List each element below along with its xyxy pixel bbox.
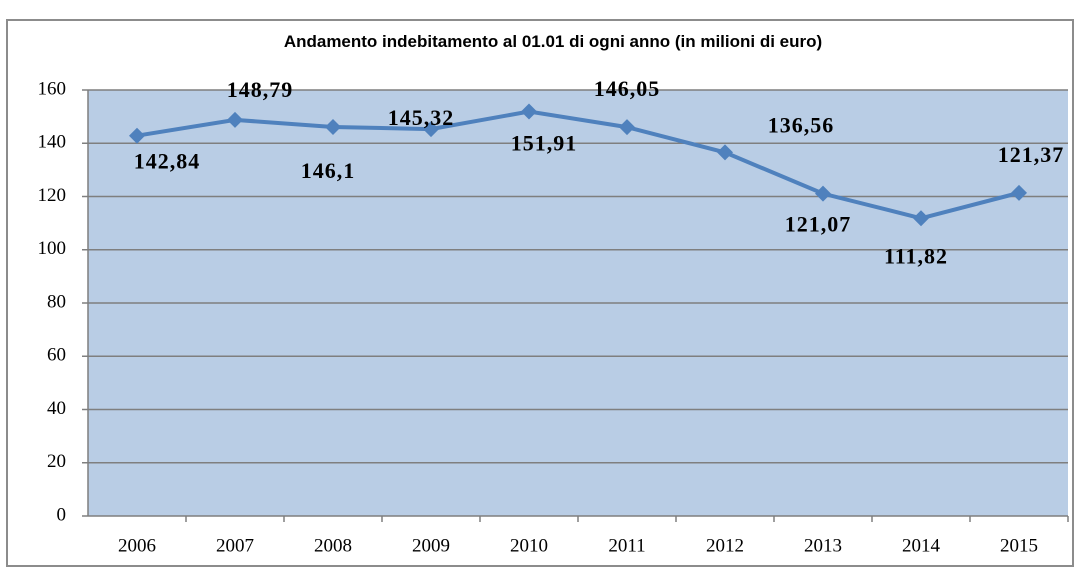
data-label: 136,56 <box>768 112 835 137</box>
point-marker <box>619 119 635 136</box>
point-marker <box>423 121 439 138</box>
chart-title: Andamento indebitamento al 01.01 di ogni… <box>284 32 822 51</box>
y-tick-label: 60 <box>47 345 66 366</box>
point-marker <box>325 119 341 136</box>
data-label: 148,79 <box>227 77 294 102</box>
y-tick-label: 40 <box>47 398 66 419</box>
data-label: 121,37 <box>998 142 1065 167</box>
data-label: 142,84 <box>134 149 201 174</box>
x-tick-label: 2009 <box>412 535 450 556</box>
y-tick-label: 0 <box>57 504 67 525</box>
point-marker <box>1011 184 1027 201</box>
data-label: 146,05 <box>594 76 661 101</box>
y-tick-label: 80 <box>47 291 66 312</box>
point-marker <box>717 144 733 161</box>
point-marker <box>913 210 929 227</box>
y-tick-label: 120 <box>38 185 67 206</box>
x-tick-label: 2012 <box>706 535 744 556</box>
x-tick-label: 2007 <box>216 535 254 556</box>
x-tick-label: 2006 <box>118 535 156 556</box>
series-line <box>136 109 1020 221</box>
y-tick-label: 100 <box>38 238 67 259</box>
x-tick-label: 2010 <box>510 535 548 556</box>
x-tick-label: 2011 <box>608 535 645 556</box>
y-tick-label: 20 <box>47 451 66 472</box>
point-marker <box>815 185 831 202</box>
data-label: 145,32 <box>388 105 455 130</box>
point-marker <box>227 111 243 128</box>
data-label: 111,82 <box>884 243 948 268</box>
point-marker <box>129 127 145 144</box>
x-tick-label: 2013 <box>804 535 842 556</box>
data-label: 121,07 <box>785 212 852 237</box>
y-tick-label: 140 <box>38 132 67 153</box>
y-tick-label: 160 <box>38 78 67 99</box>
x-tick-label: 2015 <box>1000 535 1038 556</box>
point-marker <box>521 103 537 120</box>
x-tick-label: 2014 <box>902 535 941 556</box>
data-label: 151,91 <box>511 131 578 156</box>
data-label: 146,1 <box>301 158 356 183</box>
x-tick-label: 2008 <box>314 535 352 556</box>
